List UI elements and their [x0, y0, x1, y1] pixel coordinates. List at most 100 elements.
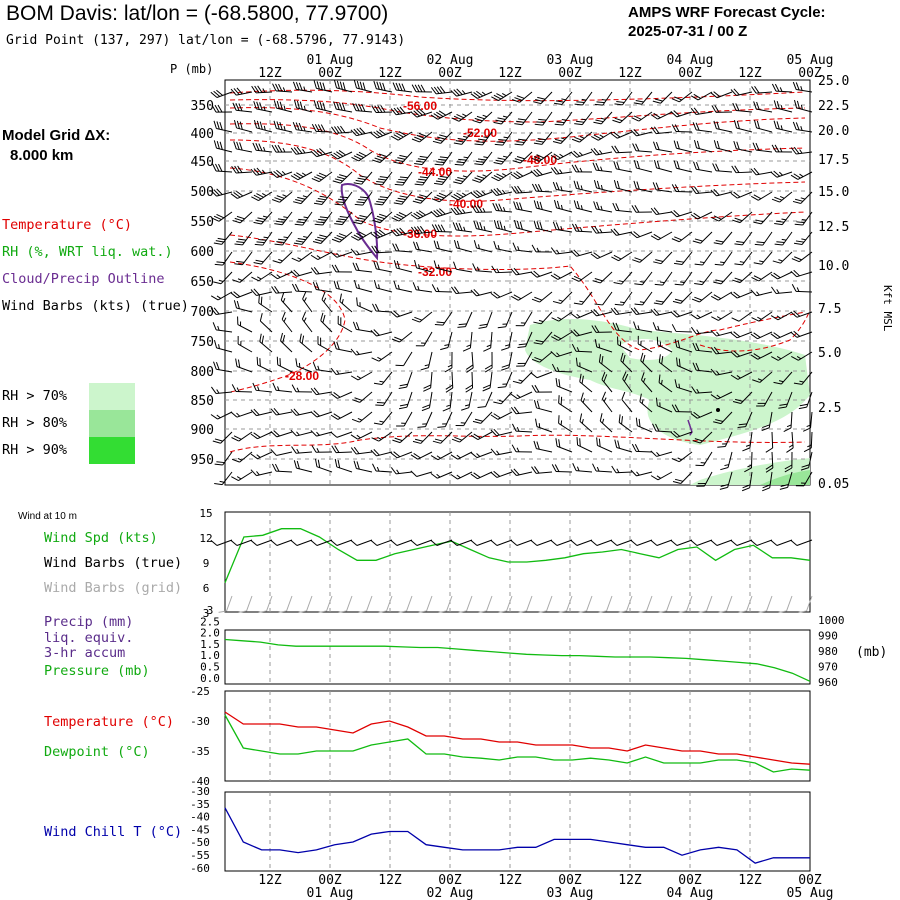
barb-flag [695, 343, 700, 351]
barb-flag [493, 413, 501, 419]
wind-barb [751, 271, 773, 282]
barb-flag [334, 264, 340, 273]
wind-barb [470, 451, 493, 459]
barb-flag [773, 272, 781, 279]
wind-barb [372, 463, 393, 473]
barb-flag [733, 191, 741, 198]
barb-flag [412, 440, 421, 444]
wind-barb [330, 411, 353, 420]
wind-barb [610, 131, 633, 139]
barb-shaft [602, 291, 613, 306]
wind-barb [671, 404, 693, 413]
barb-half-flag [316, 448, 320, 453]
true-wind-barb [470, 539, 493, 546]
barb-flag [293, 147, 300, 155]
barb-flag [256, 167, 263, 175]
barb-flag [296, 100, 300, 109]
barb-flag [736, 141, 740, 150]
barb-shaft [675, 330, 693, 333]
barb-flag [214, 463, 223, 466]
barb-half-flag [579, 151, 583, 156]
barb-half-flag [678, 383, 681, 389]
barb-flag [633, 129, 640, 136]
barb-flag [533, 169, 540, 176]
barb-half-flag [444, 344, 449, 347]
barb-half-flag [796, 287, 800, 292]
true-wind-barb [490, 539, 513, 546]
barb-flag [350, 434, 358, 440]
barb-shaft [315, 130, 333, 133]
wind-barb [212, 431, 233, 444]
barb-flag [314, 124, 320, 132]
barb-half-flag [560, 137, 566, 140]
barb-flag [596, 101, 605, 104]
barb-flag [591, 136, 599, 141]
wind-barb [517, 331, 533, 348]
wind-barb [551, 363, 573, 373]
barb-flag [654, 159, 658, 168]
wind-barb [230, 411, 253, 418]
barb-flag [450, 474, 458, 480]
barb-flag [259, 121, 263, 130]
barb-flag [513, 406, 520, 414]
barb-flag [793, 310, 801, 317]
barb-flag [330, 153, 338, 160]
barb-shaft [635, 450, 653, 453]
barb-flag [392, 82, 397, 91]
barb-flag [353, 234, 362, 240]
wind-barb [692, 431, 713, 444]
barb-flag [277, 218, 287, 221]
barb-flag [414, 136, 423, 141]
barb-flag [336, 201, 345, 204]
wind-barb [353, 460, 373, 473]
barb-flag [610, 132, 618, 139]
wind-barb [654, 159, 673, 173]
barb-flag [714, 263, 723, 266]
barb-half-flag [696, 314, 701, 319]
wind-barb [641, 372, 653, 393]
barb-flag [713, 188, 720, 196]
barb-flag [570, 330, 577, 337]
barb-flag [693, 107, 700, 115]
barb-flag [536, 221, 540, 230]
barb-flag [637, 335, 639, 344]
barb-flag [333, 392, 341, 398]
true-wind-barb [590, 539, 613, 546]
barb-flag [531, 466, 537, 474]
barb-shaft [616, 539, 633, 546]
grid-wind-barb [538, 595, 553, 613]
barb-half-flag [579, 362, 581, 367]
barb-flag [278, 238, 287, 241]
barb-flag [396, 132, 404, 138]
barb-flag [634, 444, 640, 452]
barb-flag [674, 379, 678, 388]
barb-half-flag [276, 274, 281, 278]
wind-barb [570, 249, 593, 257]
barb-flag [478, 610, 487, 613]
barb-half-flag [788, 444, 794, 448]
barb-flag [750, 289, 757, 297]
barb-shaft [346, 595, 353, 612]
top-hour-label: 00Z [678, 66, 702, 81]
barb-flag [237, 335, 239, 345]
barb-shaft [416, 471, 433, 477]
barb-flag [290, 175, 299, 181]
barb-shaft [566, 595, 573, 612]
barb-flag [654, 98, 663, 102]
barb-flag [235, 358, 238, 367]
barb-flag [213, 339, 218, 349]
wind-barb [252, 382, 273, 393]
wind-barb [352, 262, 373, 273]
barb-flag [537, 96, 546, 100]
barb-flag [338, 610, 347, 613]
wind-barb [213, 271, 233, 285]
wind-barb [653, 291, 673, 305]
wind-barb [273, 100, 293, 113]
wind-barb [790, 310, 813, 318]
barb-flag [336, 234, 345, 239]
barb-half-flag [283, 216, 288, 219]
wind-barb [713, 120, 733, 133]
wind-barb [751, 311, 773, 322]
barb-shaft [446, 595, 453, 612]
wind-barb [737, 411, 753, 429]
